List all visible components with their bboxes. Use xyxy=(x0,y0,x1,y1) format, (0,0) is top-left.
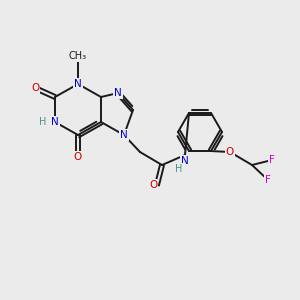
Text: O: O xyxy=(74,152,82,162)
Text: N: N xyxy=(120,130,128,140)
Text: O: O xyxy=(31,83,39,93)
Text: O: O xyxy=(226,147,234,157)
Text: O: O xyxy=(149,180,157,190)
Text: N: N xyxy=(51,117,59,127)
Text: H: H xyxy=(175,164,183,174)
Text: N: N xyxy=(74,79,82,89)
Text: F: F xyxy=(265,175,271,185)
Text: N: N xyxy=(181,156,189,166)
Text: N: N xyxy=(114,88,122,98)
Text: CH₃: CH₃ xyxy=(69,51,87,61)
Text: F: F xyxy=(269,155,275,165)
Text: H: H xyxy=(39,117,47,127)
